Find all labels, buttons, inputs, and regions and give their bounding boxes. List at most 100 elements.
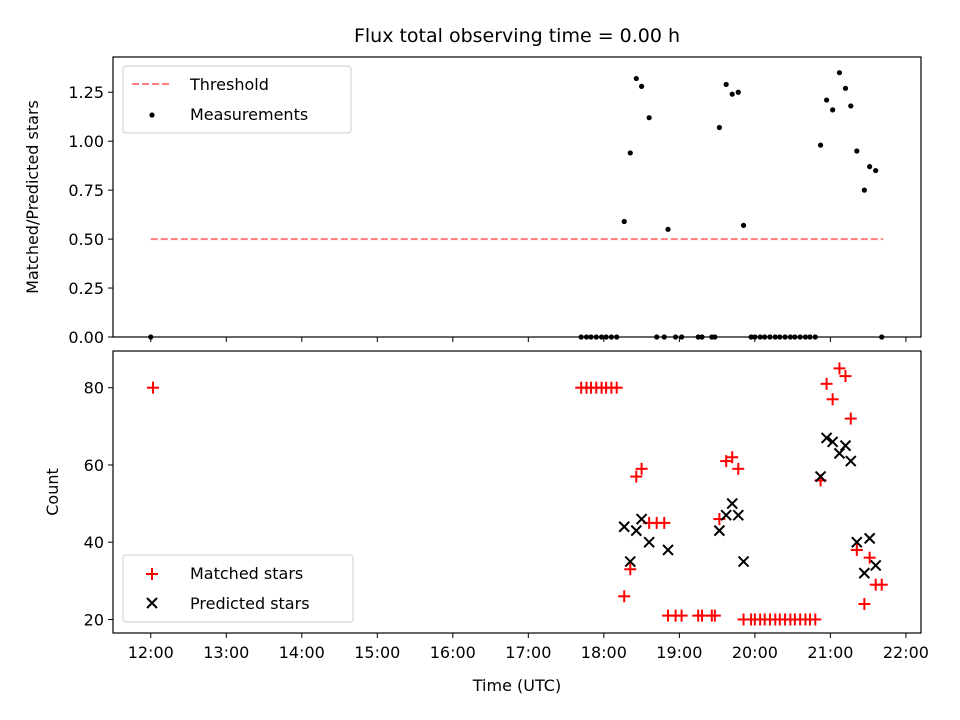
measurements-point xyxy=(621,218,627,225)
bottom-plot-area xyxy=(147,362,888,626)
top-y-tick-label: 0.00 xyxy=(68,328,104,347)
predicted-stars-point xyxy=(662,544,674,556)
bottom-x-tick-label: 20:00 xyxy=(732,643,778,662)
measurements-point xyxy=(735,89,741,95)
top-y-axis-label: Matched/Predicted stars xyxy=(23,100,42,294)
matched-stars-point xyxy=(618,590,631,603)
bottom-axes-frame xyxy=(112,350,922,634)
top-legend: Threshold Measurements xyxy=(122,65,352,134)
measurements-point xyxy=(867,164,873,170)
measurements-point xyxy=(836,70,843,76)
measurements-point xyxy=(729,91,735,97)
predicted-stars-point xyxy=(845,455,857,467)
bottom-x-tick-label: 14:00 xyxy=(279,643,325,662)
matched-stars-point xyxy=(820,377,833,390)
predicted-stars-point xyxy=(858,567,871,579)
matched-stars-point xyxy=(635,462,648,475)
top-y-tick-label: 0.25 xyxy=(68,279,104,298)
chart-title: Flux total observing time = 0.00 h xyxy=(354,25,680,47)
measurements-point xyxy=(633,75,639,82)
top-y-tick-label: 0.50 xyxy=(68,230,104,249)
measurements-point xyxy=(665,226,671,232)
measurements-point xyxy=(830,107,836,113)
bottom-x-tick-label: 17:00 xyxy=(505,643,551,662)
bottom-x-tick-label: 18:00 xyxy=(581,643,627,662)
top-axes-frame xyxy=(112,56,922,338)
bottom-legend: Matched stars Predicted stars xyxy=(122,554,354,623)
measurements-point xyxy=(848,103,854,109)
predicted-stars-point xyxy=(814,470,827,483)
predicted-stars-point xyxy=(713,524,726,537)
legend-measurements-label: Measurements xyxy=(190,105,308,124)
measurements-point xyxy=(817,142,824,148)
matched-stars-point xyxy=(844,412,857,425)
legend-measurements-swatch xyxy=(149,112,155,118)
measurements-point xyxy=(646,115,652,121)
legend-threshold-label: Threshold xyxy=(189,75,269,94)
top-y-tick-label: 1.00 xyxy=(68,132,104,151)
predicted-stars-point xyxy=(851,536,863,548)
predicted-stars-point xyxy=(635,513,648,525)
legend-predicted-swatch xyxy=(146,597,158,609)
matched-stars-point xyxy=(720,455,733,468)
legend-matched-swatch xyxy=(146,568,158,580)
bottom-y-axis-label: Count xyxy=(43,468,62,516)
predicted-stars-point xyxy=(720,509,732,521)
matched-stars-point xyxy=(858,598,871,611)
predicted-stars-point xyxy=(839,439,852,452)
predicted-stars-point xyxy=(869,559,882,572)
matched-stars-point xyxy=(630,470,643,483)
predicted-stars-point xyxy=(737,555,750,568)
predicted-stars-point xyxy=(826,436,839,448)
matched-stars-point xyxy=(875,578,888,591)
matched-stars-point xyxy=(850,543,863,556)
bottom-x-tick-label: 12:00 xyxy=(128,643,174,662)
predicted-stars-point xyxy=(726,497,738,510)
matched-stars-point xyxy=(658,516,671,529)
measurements-point xyxy=(638,83,645,89)
bottom-x-tick-label: 15:00 xyxy=(354,643,400,662)
legend-matched-label: Matched stars xyxy=(190,564,303,583)
x-axis-label: Time (UTC) xyxy=(472,676,561,695)
measurements-point xyxy=(723,81,729,88)
predicted-stars-point xyxy=(820,432,833,444)
matched-stars-point xyxy=(732,462,745,475)
bottom-y-tick-label: 20 xyxy=(84,610,104,629)
measurements-point xyxy=(854,148,860,154)
matched-stars-point xyxy=(726,451,739,464)
predicted-stars-point xyxy=(833,447,846,460)
top-y-tick-label: 1.25 xyxy=(68,83,104,102)
top-panel: 0.00 0.25 0.50 0.75 1.00 1.25 Matched/Predict… xyxy=(23,56,922,347)
matched-stars-point xyxy=(809,613,822,626)
bottom-y-tick-label: 40 xyxy=(84,533,104,552)
measurements-point xyxy=(824,97,830,103)
top-legend-box xyxy=(122,65,352,134)
bottom-x-tick-label: 19:00 xyxy=(656,643,702,662)
bottom-y-ticks: 20 40 60 80 xyxy=(84,379,113,629)
bottom-y-tick-label: 80 xyxy=(84,379,104,398)
bottom-x-tick-label: 22:00 xyxy=(883,643,929,662)
matched-stars-point xyxy=(708,609,721,622)
matched-stars-point xyxy=(624,563,637,576)
predicted-stars-point xyxy=(732,509,744,521)
measurements-point xyxy=(842,85,849,91)
measurements-point xyxy=(861,187,867,193)
bottom-x-tick-label: 16:00 xyxy=(430,643,476,662)
top-y-tick-label: 0.75 xyxy=(68,181,104,200)
matched-stars-point xyxy=(863,551,876,564)
measurements-point xyxy=(740,222,747,228)
measurements-point xyxy=(716,124,722,131)
matched-stars-point xyxy=(833,362,846,375)
bottom-x-ticks: 12:00 13:00 14:00 15:00 16:00 17:00 18:00 19:00… xyxy=(128,633,929,662)
matched-stars-point xyxy=(675,609,688,622)
predicted-stars-point xyxy=(618,521,630,533)
predicted-stars-point xyxy=(624,555,636,568)
matched-stars-point xyxy=(826,393,839,406)
matched-stars-point xyxy=(610,381,623,394)
bottom-y-tick-label: 60 xyxy=(84,456,104,475)
legend-predicted-label: Predicted stars xyxy=(190,594,310,613)
measurements-point xyxy=(873,167,879,174)
matched-stars-point xyxy=(839,370,852,383)
